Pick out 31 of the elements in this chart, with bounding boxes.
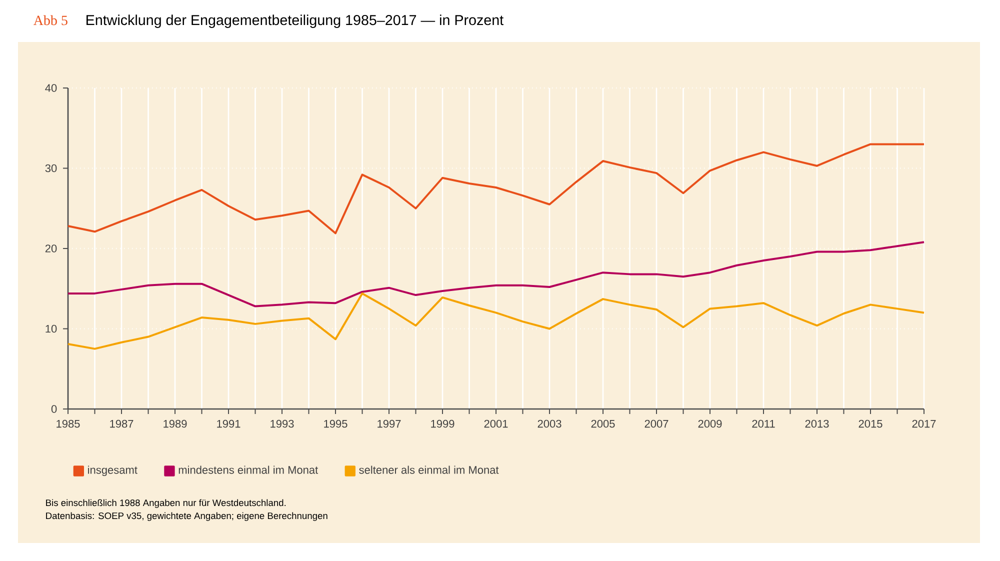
text: Datenbasis: SOEP v35, gewichtete Angaben; eigene Berechnungen — [46, 512, 328, 521]
legend-label: insgesamt — [88, 466, 138, 476]
y-tick-label: 30 — [45, 164, 57, 172]
line-series — [67, 241, 925, 308]
x-tick-label: 2013 — [805, 420, 829, 428]
x-tick-label: 1985 — [56, 420, 80, 428]
y-tick-label: 40 — [45, 84, 57, 92]
y-tick-label: 10 — [46, 324, 57, 333]
legend-label: seltener als einmal im Monat — [359, 466, 499, 474]
text: Bis einschließlich 1988 Angaben nur für Westdeutschland. — [46, 499, 286, 508]
chart-title: Entwicklung der Engagementbeteiligung 1985–2017 — in Prozent — [86, 14, 504, 28]
x-tick-label: 1991 — [217, 420, 240, 428]
x-tick-label: 2017 — [912, 420, 936, 428]
x-tick-label: 1993 — [270, 420, 294, 428]
x-tick-label: 1987 — [110, 420, 134, 428]
x-tick-label: 2001 — [484, 420, 508, 428]
y-tick-label: 20 — [45, 244, 57, 252]
line-series — [67, 292, 925, 350]
x-tick-label: 2011 — [752, 420, 775, 428]
x-tick-label: 2015 — [858, 420, 882, 428]
x-tick-label: 1995 — [324, 420, 348, 428]
x-tick-label: 1999 — [431, 420, 454, 428]
x-tick-label: 1997 — [378, 420, 401, 428]
x-tick-label: 1989 — [164, 420, 187, 428]
x-tick-label: 2003 — [538, 420, 562, 428]
x-tick-label: 2005 — [591, 420, 615, 428]
x-tick-label: 2009 — [698, 420, 722, 428]
legend-label: mindestens einmal im Monat — [178, 466, 318, 474]
y-tick-label: 0 — [51, 405, 57, 413]
caption: Abb 5 — [33, 15, 68, 26]
x-tick-label: 2007 — [644, 420, 668, 428]
